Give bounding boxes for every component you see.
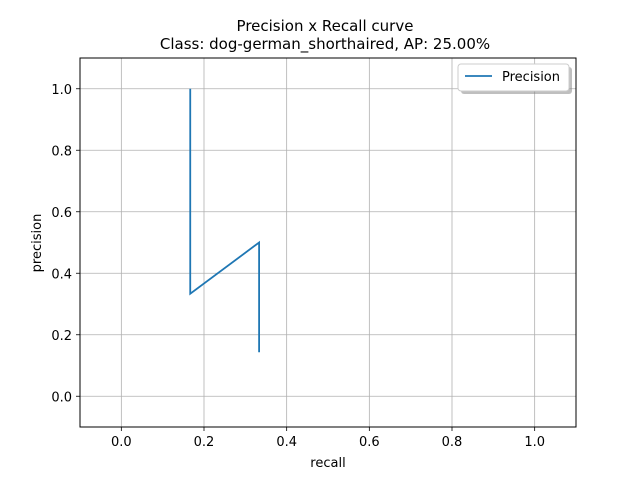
x-axis-label: recall (310, 456, 345, 471)
chart-title: Precision x Recall curve (237, 17, 414, 35)
plot-area-frame (79, 57, 577, 428)
x-tick-label: 0.0 (111, 435, 132, 450)
legend-box (457, 63, 570, 92)
chart-subtitle: Class: dog-german_shorthaired, AP: 25.00… (160, 35, 490, 54)
y-tick-label: 0.2 (51, 329, 72, 344)
x-tick-label: 0.4 (276, 435, 297, 450)
y-tick-label: 0.4 (51, 267, 72, 282)
legend: Precision (457, 63, 572, 94)
y-tick-label: 0.8 (51, 144, 72, 159)
x-tick-label: 1.0 (524, 435, 545, 450)
grid (80, 58, 576, 427)
series-line-precision (189, 88, 261, 353)
x-tick-label: 0.2 (194, 435, 215, 450)
series-layer (189, 88, 261, 353)
x-tick-label: 0.6 (359, 435, 380, 450)
y-tick-label: 0.0 (51, 390, 72, 405)
y-tick-label: 1.0 (51, 83, 72, 98)
y-tick-label: 0.6 (51, 206, 72, 221)
x-tick-label: 0.8 (442, 435, 463, 450)
legend-label-precision: Precision (502, 70, 560, 85)
axis-ticks: 0.0 0.2 0.4 0.6 0.8 1.0 0.0 0.2 0.4 0.6 0.8 1.0 (51, 83, 545, 450)
y-axis-label: precision (30, 214, 45, 273)
